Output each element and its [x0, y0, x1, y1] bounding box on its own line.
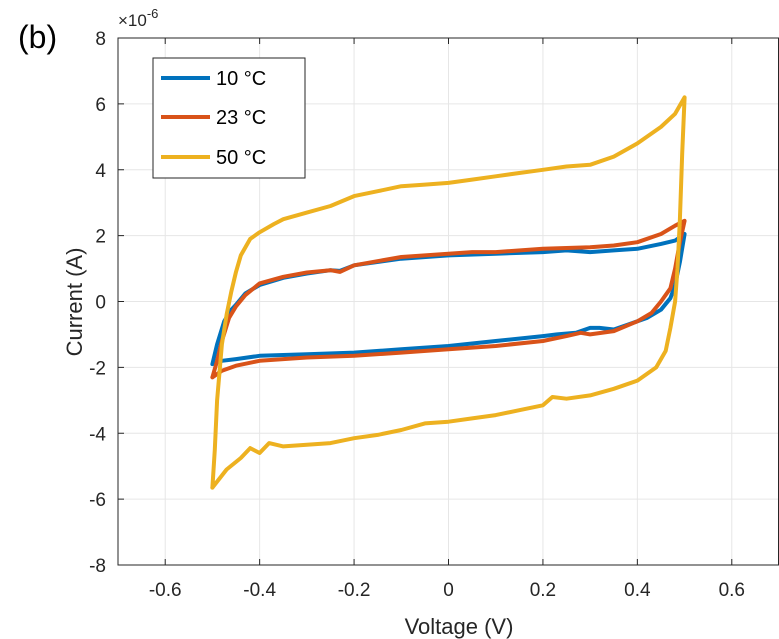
x-tick-label: -0.4	[243, 580, 276, 601]
series-line-1	[210, 218, 687, 380]
y-tick-label: -4	[89, 424, 106, 445]
x-tick-label: 0.4	[624, 580, 651, 601]
y-tick-label: -2	[89, 358, 106, 379]
y-tick-label: 6	[95, 95, 106, 116]
x-tick-label: -0.2	[338, 580, 371, 601]
panel-label: (b)	[18, 19, 57, 55]
y-tick-label: -8	[89, 556, 106, 577]
y-tick-label: 0	[95, 293, 106, 314]
x-tick-label: 0	[443, 580, 454, 601]
x-axis-label: Voltage (V)	[405, 614, 514, 639]
x-tick-label: 0.6	[719, 580, 745, 601]
series-line-2	[210, 95, 687, 490]
x-tick-label: -0.6	[149, 580, 182, 601]
y-tick-label: 8	[95, 29, 106, 50]
y-tick-label: -6	[89, 490, 106, 511]
y-tick-label: 2	[95, 227, 106, 248]
y-exponent-label: ×10-6	[118, 6, 158, 30]
series-layer	[210, 95, 687, 490]
legend-label-10c: 10 °C	[216, 68, 266, 90]
legend: 10 °C 23 °C 50 °C	[152, 57, 306, 179]
legend-label-23c: 23 °C	[216, 107, 266, 129]
y-exponent-base: ×10	[118, 11, 147, 30]
legend-label-50c: 50 °C	[216, 147, 266, 169]
x-tick-label: 0.2	[530, 580, 556, 601]
y-exponent-power: -6	[147, 6, 159, 21]
y-axis-label: Current (A)	[62, 248, 87, 357]
y-tick-label: 4	[95, 161, 106, 182]
tick-layer: -0.6 -0.4 -0.2 0 0.2 0.4 0.6 -8 -6 -4 -2 0 2 4 6 8	[89, 29, 745, 601]
